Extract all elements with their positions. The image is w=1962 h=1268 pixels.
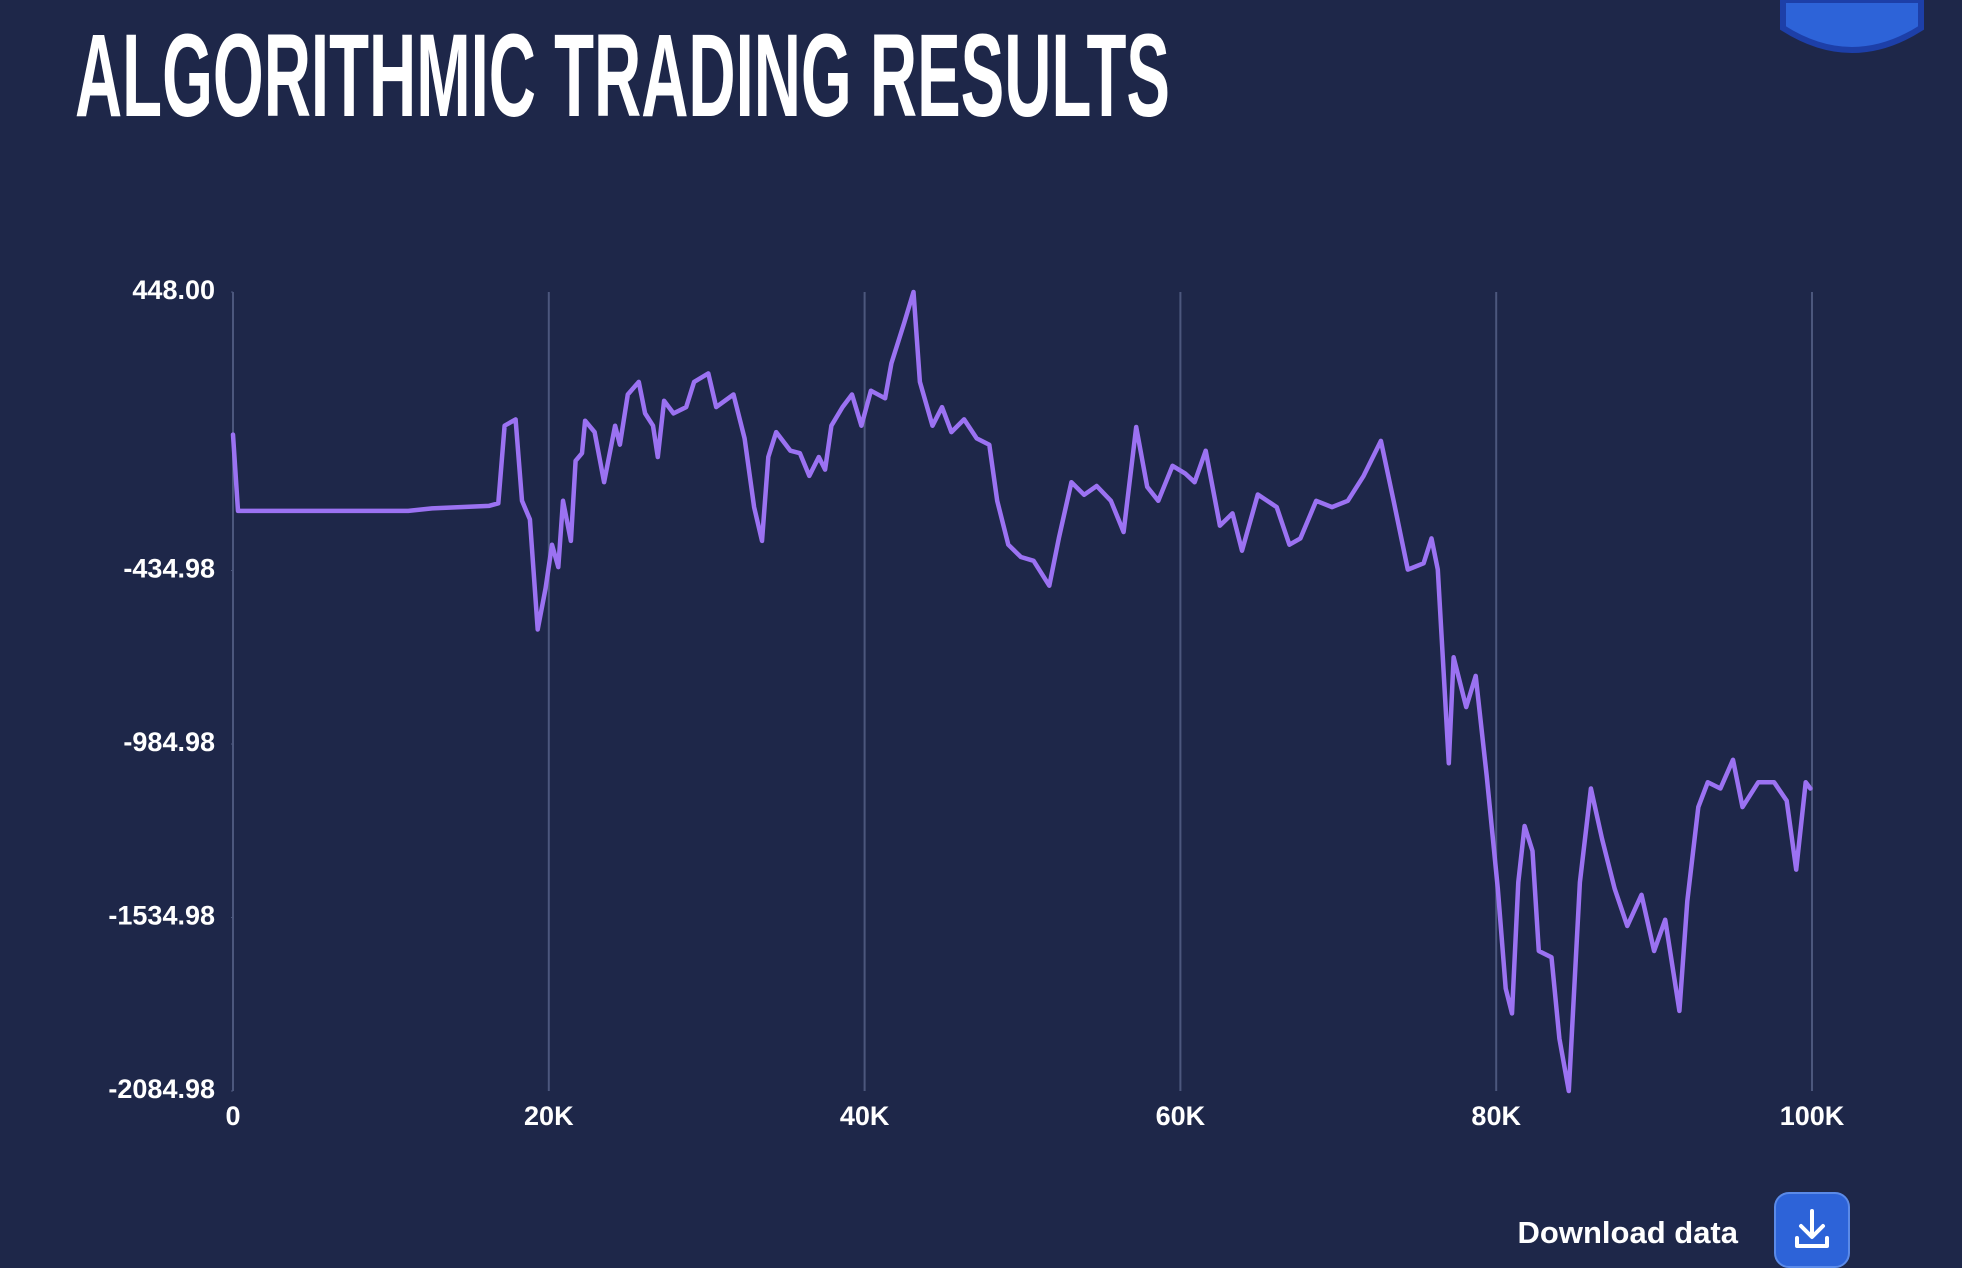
x-tick-label: 40K (840, 1101, 890, 1131)
x-tick-label: 80K (1471, 1101, 1521, 1131)
download-label[interactable]: Download data (1518, 1215, 1739, 1250)
download-icon[interactable] (1795, 1209, 1829, 1248)
y-tick-label: -1534.98 (108, 901, 215, 931)
x-tick-label: 100K (1780, 1101, 1845, 1131)
x-tick-label: 20K (524, 1101, 574, 1131)
x-tick-label: 60K (1156, 1101, 1206, 1131)
series-line (230, 289, 1813, 1094)
y-tick-label: -984.98 (123, 727, 215, 757)
download-button[interactable] (1774, 1192, 1850, 1268)
page-title: ALGORITHMIC TRADING RESULTS (75, 10, 1170, 142)
y-tick-label: -2084.98 (108, 1074, 215, 1104)
y-tick-label: -434.98 (123, 554, 215, 584)
x-tick-label: 0 (225, 1101, 240, 1131)
badge (1780, 0, 1924, 53)
y-tick-label: 448.00 (132, 275, 215, 305)
